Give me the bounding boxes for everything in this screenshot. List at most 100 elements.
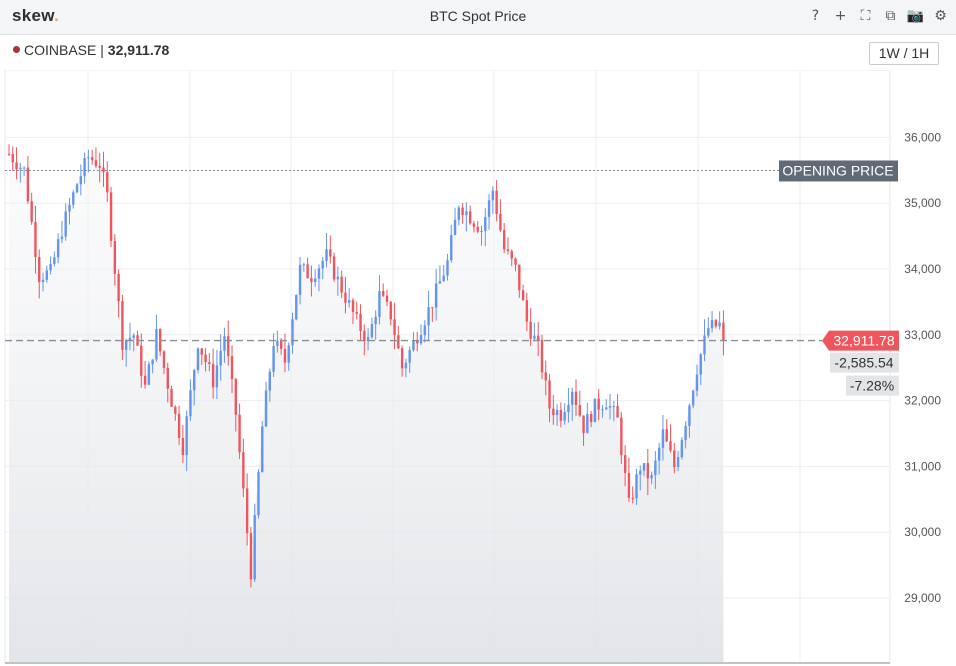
candle-body — [45, 270, 48, 280]
candle-body — [695, 374, 699, 391]
candle-body — [253, 515, 256, 580]
candle-body — [298, 264, 302, 295]
candle-body — [268, 371, 272, 391]
candle-body — [295, 294, 298, 320]
candle-body — [72, 192, 75, 205]
gear-icon[interactable]: ⚙ — [934, 8, 947, 24]
candle-body — [665, 429, 668, 442]
candle-body — [710, 320, 714, 329]
last-price: 32,911.78 — [107, 42, 170, 58]
candle-body — [427, 307, 430, 326]
candle-body — [348, 300, 351, 303]
y-tick-label: 35,000 — [904, 196, 941, 210]
candle-body — [673, 450, 676, 467]
price-source: COINBASE | 32,911.78 — [13, 42, 169, 58]
candle-body — [359, 313, 362, 332]
candle-body — [389, 301, 392, 320]
camera-icon[interactable]: 📷 — [906, 8, 925, 24]
candle-body — [121, 301, 124, 350]
candle-body — [446, 260, 449, 276]
candle-body — [242, 452, 245, 489]
candle-body — [283, 348, 287, 363]
candle-body — [559, 410, 563, 421]
candle-body — [245, 488, 249, 534]
candle-body — [155, 329, 158, 360]
candle-body — [317, 268, 321, 279]
price-chart[interactable]: 29,000 30,000 31,000 32,000 33,000 34,000 35,0… — [0, 70, 956, 666]
candle-body — [457, 207, 461, 220]
candle-body — [544, 372, 547, 381]
candle-body — [434, 283, 438, 308]
candle-body — [680, 440, 684, 458]
candle-body — [219, 350, 222, 366]
candle-body — [691, 390, 695, 406]
y-tick-label: 32,000 — [904, 394, 941, 408]
candle-body — [306, 264, 309, 279]
candle-body — [90, 157, 94, 161]
candle-body — [272, 345, 275, 372]
candle-body — [230, 356, 234, 380]
change-pct-label: -7.28% — [850, 378, 894, 394]
candle-body — [249, 533, 253, 580]
duplicate-icon[interactable]: ⧉ — [885, 8, 896, 24]
candle-body — [313, 278, 317, 282]
y-tick-label: 29,000 — [904, 591, 941, 605]
candle-body — [419, 335, 423, 344]
candle-body — [654, 460, 657, 476]
candle-body — [223, 336, 226, 351]
candle-body — [264, 390, 268, 427]
candle-body — [518, 264, 521, 291]
candle-body — [22, 167, 26, 169]
candle-body — [537, 335, 540, 340]
candle-body — [196, 348, 200, 371]
candle-body — [75, 184, 79, 193]
candle-body — [525, 300, 529, 322]
candle-body — [53, 257, 56, 264]
candle-body — [208, 362, 211, 365]
candle-body — [177, 413, 181, 438]
candle-body — [563, 411, 566, 421]
candle-body — [510, 251, 513, 259]
candle-body — [109, 192, 113, 241]
fullscreen-icon[interactable]: ⛶ — [860, 8, 871, 24]
candle-body — [370, 324, 374, 338]
candle-body — [718, 322, 721, 327]
help-icon[interactable]: ? — [811, 8, 820, 24]
candle-body — [257, 472, 260, 516]
y-tick-label: 34,000 — [904, 262, 941, 276]
candle-body — [605, 407, 608, 410]
candle-body — [703, 335, 706, 355]
candle-body — [68, 204, 71, 212]
candle-body — [650, 475, 653, 479]
candle-body — [344, 292, 347, 303]
candle-body — [423, 325, 426, 336]
candle-body — [661, 429, 665, 448]
candle-body — [170, 388, 173, 407]
candle-body — [332, 256, 336, 280]
candle-body — [400, 348, 404, 369]
candle-body — [211, 364, 215, 388]
candle-body — [238, 414, 241, 453]
candle-body — [408, 350, 411, 363]
candle-body — [593, 398, 597, 423]
separator: | — [100, 42, 104, 58]
candle-body — [567, 404, 570, 412]
opening-price-label: OPENING PRICE — [782, 162, 893, 178]
candle-body — [533, 335, 536, 339]
price-area-fill — [9, 154, 724, 663]
candle-body — [117, 273, 120, 302]
candle-body — [15, 162, 18, 170]
candle-body — [340, 276, 343, 293]
candle-body — [540, 339, 544, 373]
candle-body — [19, 167, 22, 170]
add-icon[interactable]: + — [834, 8, 847, 24]
candle-body — [234, 379, 237, 415]
candle-body — [83, 158, 86, 177]
y-tick-label: 31,000 — [904, 459, 941, 473]
window-title: BTC Spot Price — [429, 8, 527, 24]
candle-body — [64, 211, 67, 237]
candle-body — [397, 335, 400, 349]
candle-body — [7, 153, 11, 155]
candle-body — [684, 426, 687, 441]
timeframe-button[interactable]: 1W / 1H — [869, 42, 939, 65]
